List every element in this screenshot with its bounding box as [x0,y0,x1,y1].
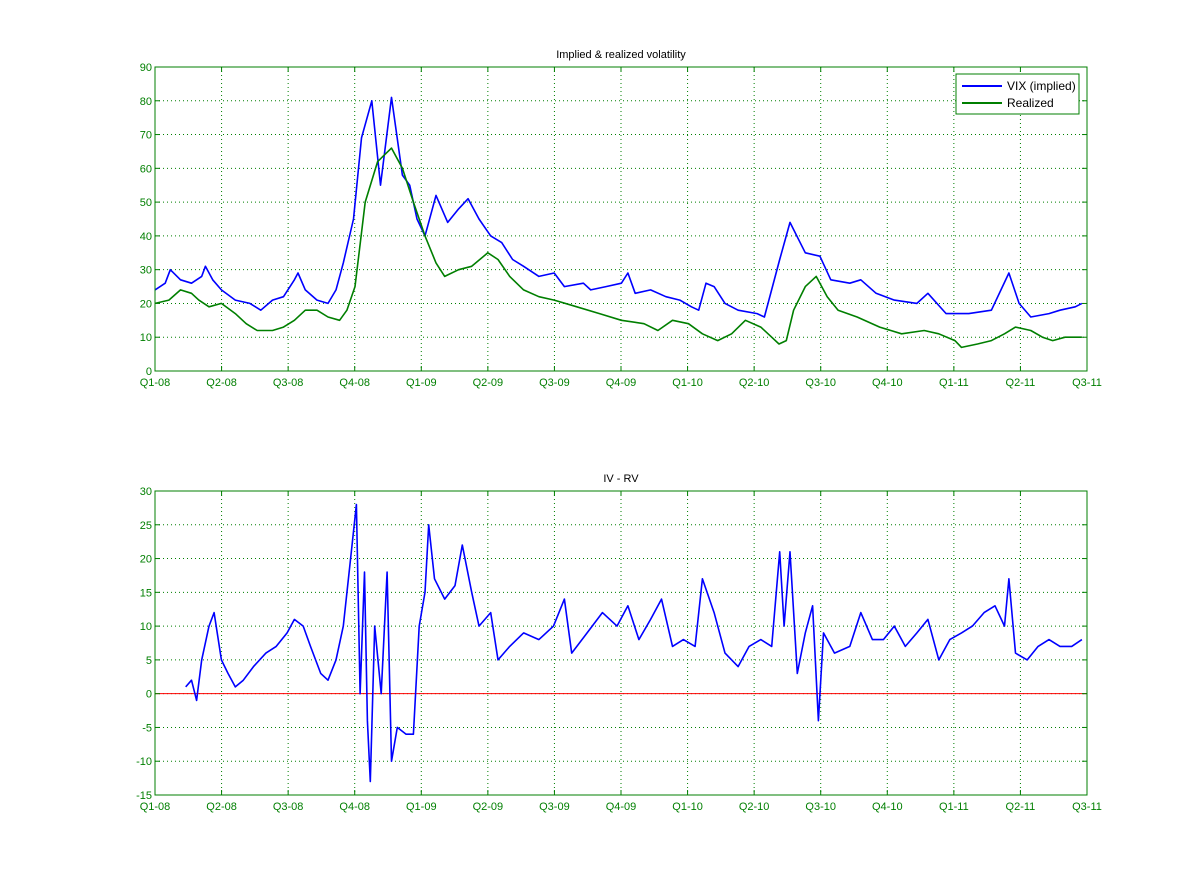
y-tick-label: 60 [140,163,152,175]
axes: Q1-08 Q2-08 Q3-08 Q4-08 Q1-09 Q2-09 Q3-09 Q4-09… [140,62,1102,389]
x-tick-label: Q2-09 [473,377,504,389]
y-tick-label: 5 [146,655,152,667]
legend-label-realized: Realized [1007,96,1054,110]
legend: VIX (implied) Realized [955,73,1080,115]
x-tick-label: Q1-10 [672,377,703,389]
x-tick-label: Q4-10 [872,377,903,389]
series-lines [155,96,1083,349]
x-tick-label: Q2-11 [1006,801,1036,813]
series-line-realized [155,147,1082,349]
plot-frame [154,490,1088,796]
x-tick-label: Q3-09 [539,801,570,813]
x-tick-label: Q1-08 [140,377,171,389]
y-tick-label: 0 [146,689,152,701]
x-tick-label: Q3-11 [1072,377,1102,389]
y-tick-label: 25 [140,520,152,532]
x-tick-label: Q1-10 [672,801,703,813]
series-line-vix-implied [155,96,1083,318]
y-tick-label: 10 [140,621,152,633]
x-tick-label: Q3-10 [805,377,836,389]
legend-box [955,73,1080,115]
chart-title: IV - RV [603,473,639,485]
y-tick-label: 15 [140,587,152,599]
iv-minus-rv-chart: Q1-08 Q2-08 Q3-08 Q4-08 Q1-09 Q2-09 Q3-09 Q4-09… [136,473,1102,813]
y-tick-label: 20 [140,298,152,310]
chart-title: Implied & realized volatility [556,49,686,61]
x-tick-label: Q4-08 [339,377,370,389]
y-tick-label: 30 [140,265,152,277]
x-tick-label: Q1-09 [406,377,437,389]
y-tick-label: 0 [146,366,152,378]
x-tick-label: Q3-10 [805,801,836,813]
x-tick-label: Q4-09 [606,801,637,813]
implied-realized-volatility-chart: Q1-08 Q2-08 Q3-08 Q4-08 Q1-09 Q2-09 Q3-09 Q4-09… [140,49,1102,389]
x-tick-label: Q2-09 [473,801,504,813]
x-tick-label: Q4-10 [872,801,903,813]
plot-frame [154,66,1088,372]
x-tick-label: Q3-11 [1072,801,1102,813]
x-tick-label: Q2-08 [206,377,237,389]
y-tick-label: 40 [140,231,152,243]
x-tick-label: Q2-08 [206,801,237,813]
series-line-series-0 [185,503,1083,783]
legend-label-vix: VIX (implied) [1007,79,1076,93]
y-tick-label: 10 [140,332,152,344]
x-tick-label: Q2-10 [739,377,770,389]
grid [155,67,1087,371]
x-tick-label: Q1-11 [939,801,969,813]
x-tick-label: Q3-08 [273,377,304,389]
x-tick-label: Q2-10 [739,801,770,813]
x-tick-label: Q2-11 [1006,377,1036,389]
y-tick-label: -10 [136,756,152,768]
y-tick-label: 80 [140,96,152,108]
y-tick-label: 70 [140,130,152,142]
x-tick-label: Q3-09 [539,377,570,389]
y-tick-label: 90 [140,62,152,74]
x-tick-label: Q1-11 [939,377,969,389]
y-tick-label: 50 [140,197,152,209]
x-tick-label: Q1-09 [406,801,437,813]
x-tick-label: Q4-08 [339,801,370,813]
x-tick-label: Q4-09 [606,377,637,389]
x-tick-label: Q1-08 [140,801,171,813]
y-tick-label: 20 [140,554,152,566]
x-tick-label: Q3-08 [273,801,304,813]
y-tick-label: 30 [140,486,152,498]
y-tick-label: -5 [142,722,152,734]
series-lines [185,503,1083,783]
y-tick-label: -15 [136,790,152,802]
